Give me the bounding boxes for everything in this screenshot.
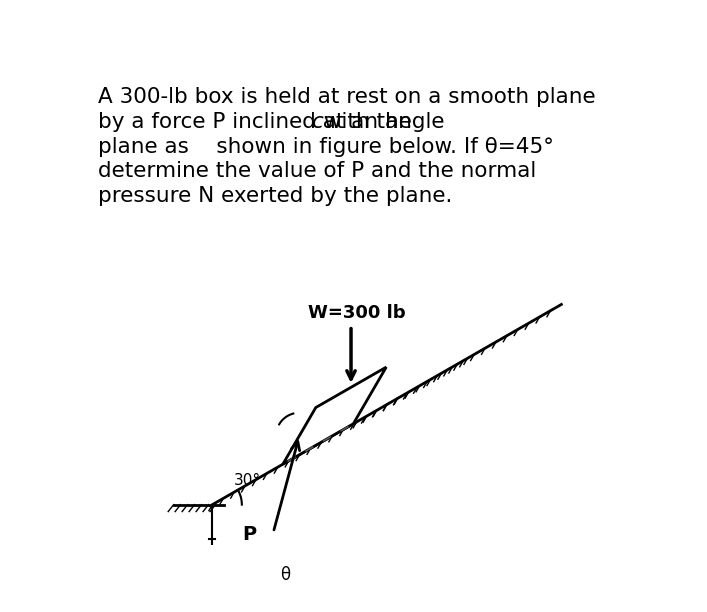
Text: W=300 lb: W=300 lb	[308, 304, 406, 322]
Text: P: P	[242, 525, 256, 544]
Text: c: c	[311, 112, 323, 132]
Text: by a force P inclined at an angle: by a force P inclined at an angle	[98, 112, 451, 132]
Polygon shape	[283, 367, 386, 465]
Text: A 300-lb box is held at rest on a smooth plane: A 300-lb box is held at rest on a smooth…	[98, 88, 595, 107]
Text: determine the value of P and the normal: determine the value of P and the normal	[98, 161, 536, 181]
Text: plane as    shown in figure below. If θ=45°: plane as shown in figure below. If θ=45°	[98, 136, 554, 157]
Text: pressure N exerted by the plane.: pressure N exerted by the plane.	[98, 186, 452, 206]
Text: 30°: 30°	[234, 472, 261, 488]
Text: θ: θ	[280, 566, 290, 584]
Text: with the: with the	[317, 112, 412, 132]
